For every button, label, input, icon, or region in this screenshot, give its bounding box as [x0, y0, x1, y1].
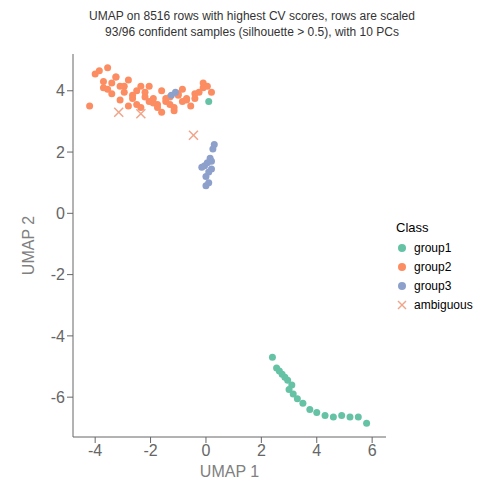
html-text:ambiguous: ambiguous [414, 297, 473, 312]
html-text:Class: Class [396, 219, 429, 235]
svg-text:-6: -6 [51, 389, 65, 406]
svg-text:2: 2 [56, 144, 65, 161]
svg-text:-2: -2 [51, 266, 65, 283]
svg-text:2: 2 [257, 442, 266, 459]
svg-text:UMAP 2: UMAP 2 [20, 216, 37, 275]
svg-text:0: 0 [56, 205, 65, 222]
html-text:group1: group1 [414, 240, 452, 255]
html-text:group2: group2 [414, 259, 452, 274]
svg-text:0: 0 [202, 442, 211, 459]
svg-text:UMAP 1: UMAP 1 [200, 463, 259, 480]
svg-text:-4: -4 [88, 442, 102, 459]
svg-text:-2: -2 [143, 442, 157, 459]
html-text:UMAP on 8516 rows with highest: UMAP on 8516 rows with highest CV scores… [89, 9, 415, 23]
svg-text:4: 4 [56, 82, 65, 99]
svg-text:6: 6 [368, 442, 377, 459]
html-text:93/96 confident samples (silho: 93/96 confident samples (silhouette > 0.… [105, 25, 399, 39]
svg-text:-4: -4 [51, 328, 65, 345]
svg-text:4: 4 [312, 442, 321, 459]
html-text:group3: group3 [414, 278, 452, 293]
